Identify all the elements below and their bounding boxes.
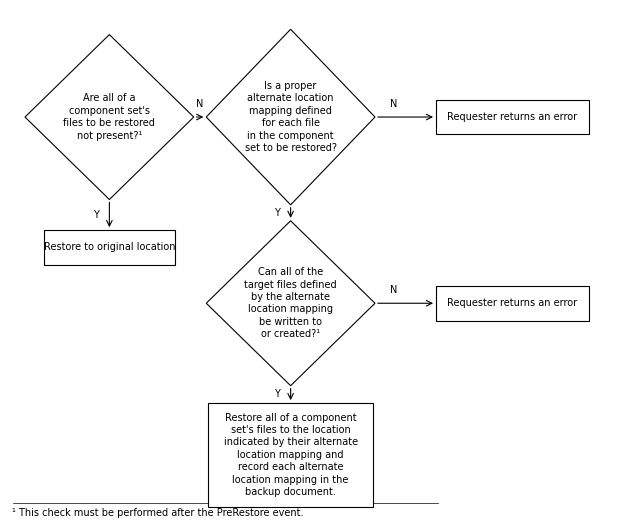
Polygon shape [206, 29, 375, 205]
Text: ¹ This check must be performed after the PreRestore event.: ¹ This check must be performed after the… [12, 509, 304, 518]
Text: N: N [390, 99, 398, 109]
Text: Y: Y [274, 389, 280, 400]
Text: Restore to original location: Restore to original location [44, 243, 175, 252]
Bar [436, 286, 589, 320]
Text: N: N [390, 285, 398, 295]
Text: Y: Y [274, 208, 280, 218]
Text: N: N [196, 99, 204, 109]
Bar [44, 230, 175, 264]
Text: Are all of a
component set's
files to be restored
not present?¹: Are all of a component set's files to be… [64, 94, 155, 140]
Text: Can all of the
target files defined
by the alternate
location mapping
be written: Can all of the target files defined by t… [244, 267, 337, 339]
Text: Requester returns an error: Requester returns an error [448, 112, 578, 122]
Bar [436, 100, 589, 135]
Text: Requester returns an error: Requester returns an error [448, 298, 578, 308]
Polygon shape [206, 221, 375, 386]
Polygon shape [25, 35, 194, 200]
Text: Restore all of a component
set's files to the location
indicated by their altern: Restore all of a component set's files t… [224, 413, 358, 497]
Bar [208, 403, 374, 506]
Text: Is a proper
alternate location
mapping defined
for each file
in the component
se: Is a proper alternate location mapping d… [244, 81, 337, 153]
Text: Y: Y [92, 210, 99, 220]
